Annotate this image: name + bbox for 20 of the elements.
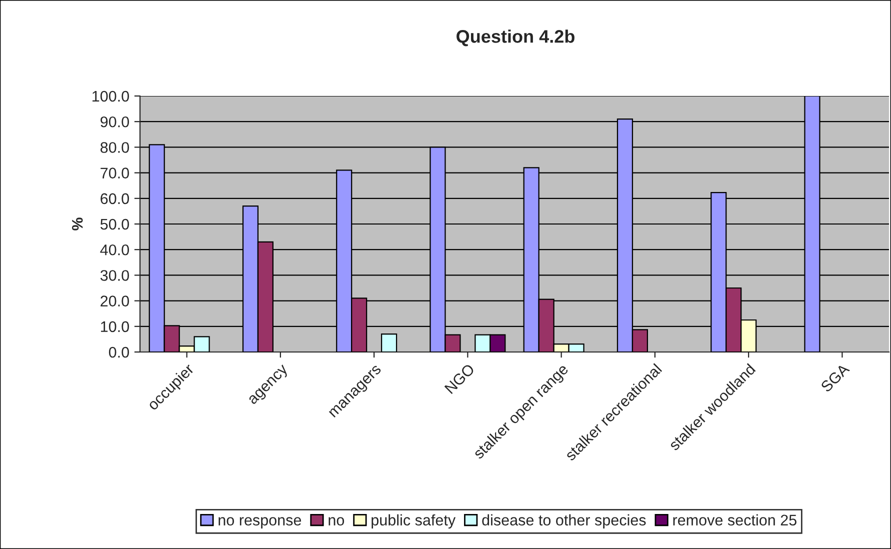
y-tick-label: 30.0 xyxy=(100,270,129,281)
legend-label: no xyxy=(328,517,344,526)
y-tick-label: 0.0 xyxy=(108,346,129,358)
y-tick-label: 20.0 xyxy=(100,296,129,306)
legend-label: no response xyxy=(218,517,302,529)
y-tick-label: 10.0 xyxy=(101,321,129,332)
legend-label: public safety xyxy=(372,514,456,529)
legend-label: remove section 25 xyxy=(673,514,796,526)
y-tick-label: 40.0 xyxy=(100,244,129,256)
legend-label: disease to other species xyxy=(482,514,646,529)
y-tick-label: 70.0 xyxy=(100,168,129,178)
y-axis-title: % xyxy=(72,218,83,230)
y-tick-label: 90.0 xyxy=(100,116,129,128)
y-tick-label: 50.0 xyxy=(100,218,129,230)
chart-title: Question 4.2b xyxy=(456,30,574,46)
y-tick-label: 80.0 xyxy=(100,142,129,153)
y-tick-label: 100.0 xyxy=(92,90,129,102)
y-tick-label: 60.0 xyxy=(100,193,129,204)
bar xyxy=(380,334,398,352)
x-tick-label: SGA xyxy=(820,362,850,393)
